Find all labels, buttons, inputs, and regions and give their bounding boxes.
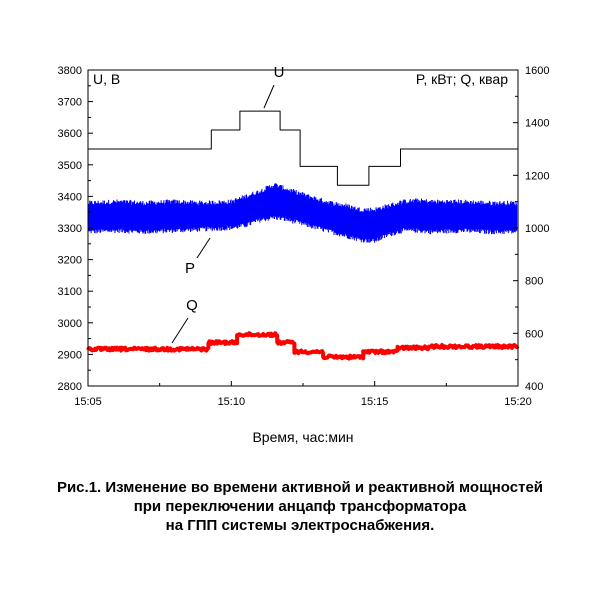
left-tick-label: 3800 — [58, 65, 82, 77]
right-tick-label: 400 — [525, 381, 543, 393]
p-label-leader — [196, 237, 211, 259]
right-tick-label: 600 — [525, 328, 543, 340]
left-tick-label: 3000 — [58, 318, 82, 330]
caption-line-3: на ГПП системы электроснабжения. — [165, 517, 435, 534]
series-layer — [86, 110, 520, 361]
axes — [87, 69, 519, 387]
left-tick-label: 2900 — [58, 349, 82, 361]
q-label-leader — [171, 317, 189, 344]
caption-line-1: Рис.1. Изменение во времени активной и р… — [56, 479, 544, 496]
x-tick-label: 15:20 — [504, 396, 532, 408]
left-tick-label: 3600 — [58, 128, 82, 140]
caption-line-2: при переключении анцапф трансформатора — [133, 498, 467, 515]
x-tick-label: 15:15 — [361, 396, 389, 408]
right-axis-label: P, кВт; Q, квар — [416, 71, 508, 87]
u-label-leader — [263, 84, 275, 109]
series-p-band — [88, 183, 518, 243]
x-axis-label: Время, час:мин — [252, 429, 353, 445]
left-tick-label: 2800 — [58, 381, 82, 393]
tick-labels: 2800 2900 3000 3100 3200 3300 3400 3500 3600 3700… — [58, 65, 550, 408]
left-tick-label: 3100 — [58, 286, 82, 298]
right-tick-label: 800 — [525, 276, 543, 288]
left-tick-label: 3300 — [58, 223, 82, 235]
right-tick-label: 1400 — [525, 118, 549, 130]
series-q-line — [86, 331, 520, 361]
x-tick-label: 15:10 — [218, 396, 246, 408]
series-label-p: P — [185, 260, 195, 277]
left-tick-label: 3700 — [58, 97, 82, 109]
right-tick-label: 1600 — [525, 65, 549, 77]
left-tick-label: 3200 — [58, 255, 82, 267]
power-voltage-chart: 2800 2900 3000 3100 3200 3300 3400 3500 3600 3700… — [58, 64, 550, 445]
right-tick-label: 1000 — [525, 223, 549, 235]
right-tick-label: 1200 — [525, 170, 549, 182]
series-label-q: Q — [186, 297, 198, 314]
figure-caption: Рис.1. Изменение во времени активной и р… — [0, 478, 600, 535]
x-tick-label: 15:05 — [74, 396, 102, 408]
series-label-u: U — [274, 64, 285, 81]
left-tick-label: 3500 — [58, 160, 82, 172]
series-u-line — [88, 110, 518, 186]
left-axis-label: U, В — [93, 71, 120, 87]
left-tick-label: 3400 — [58, 191, 82, 203]
